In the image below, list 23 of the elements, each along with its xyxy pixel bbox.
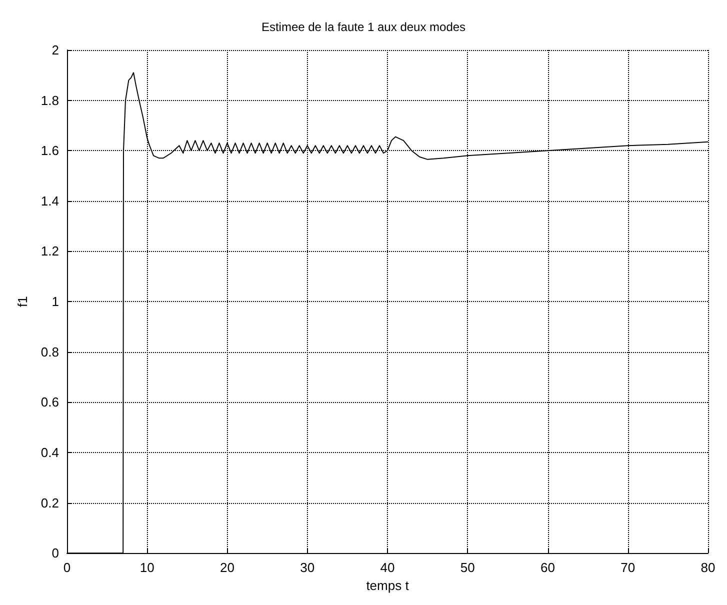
x-axis-title: temps t	[366, 578, 410, 593]
x-tick-label: 30	[300, 560, 315, 576]
y-tick-label: 0.8	[40, 344, 59, 360]
x-tick-label: 40	[380, 560, 395, 576]
y-tick-label: 1.8	[40, 92, 59, 108]
y-tick-label: 0.4	[40, 444, 59, 460]
x-tick-label: 60	[540, 560, 555, 576]
x-tick-label: 20	[220, 560, 234, 576]
x-tick-label: 10	[140, 560, 154, 576]
y-tick-label: 0	[52, 546, 59, 561]
y-axis-title: f1	[15, 296, 30, 307]
y-tick-label: 0.6	[40, 394, 59, 410]
y-tick-label: 2	[52, 42, 59, 58]
y-tick-label: 1.6	[40, 143, 59, 158]
x-tick-label: 0	[63, 560, 71, 576]
x-tick-label: 50	[460, 560, 475, 576]
y-tick-label: 0.2	[40, 495, 59, 510]
chart-title: Estimee de la faute 1 aux deux modes	[261, 20, 466, 34]
x-tick-label: 70	[620, 560, 636, 576]
y-tick-label: 1	[52, 294, 59, 310]
y-tick-label: 1.4	[40, 193, 59, 208]
y-tick-label: 1.2	[40, 244, 59, 259]
x-tick-label: 80	[700, 560, 716, 576]
